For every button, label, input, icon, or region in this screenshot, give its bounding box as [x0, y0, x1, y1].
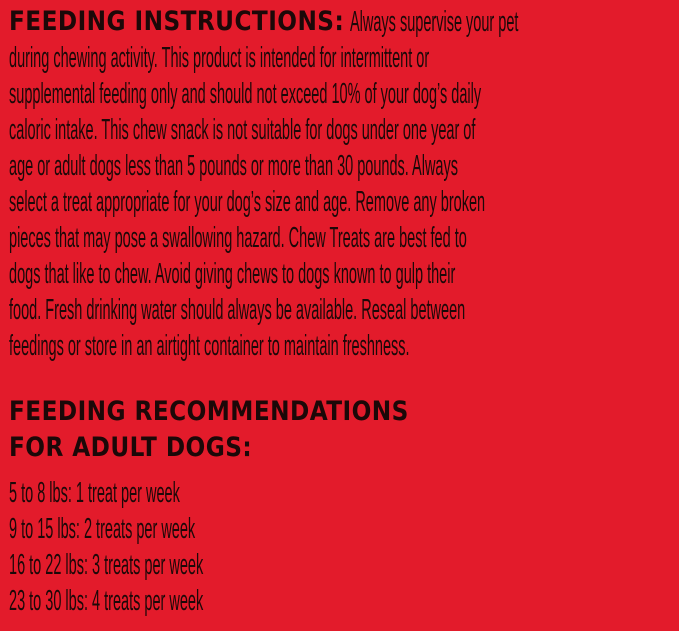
- instructions-text-line: supplemental feeding only and should not…: [9, 78, 482, 110]
- instructions-text-line: food. Fresh drinking water should always…: [9, 294, 466, 326]
- recommendations-heading-line: FOR ADULT DOGS:: [9, 432, 253, 463]
- recommendation-item: 9 to 15 lbs: 2 treats per week: [9, 513, 196, 545]
- instructions-text-line: select a treat appropriate for your dog’…: [9, 186, 486, 218]
- instructions-text-line: caloric intake. This chew snack is not s…: [9, 114, 476, 146]
- recommendation-item: 16 to 22 lbs: 3 treats per week: [9, 549, 204, 581]
- instructions-first-line: FEEDING INSTRUCTIONS:: [9, 4, 399, 40]
- instructions-text-line: age or adult dogs less than 5 pounds or …: [9, 150, 458, 182]
- instructions-text-line: feedings or store in an airtight contain…: [9, 330, 410, 362]
- feeding-instructions-heading: FEEDING INSTRUCTIONS:: [9, 6, 345, 37]
- instructions-text-line: dogs that like to chew. Avoid giving che…: [9, 258, 456, 290]
- instructions-text-line: during chewing activity. This product is…: [9, 42, 430, 74]
- instructions-text-line: Always supervise your pet: [350, 6, 519, 38]
- recommendations-heading-line: FEEDING RECOMMENDATIONS: [9, 396, 409, 427]
- recommendation-item: 5 to 8 lbs: 1 treat per week: [9, 477, 180, 509]
- instructions-text-line: pieces that may pose a swallowing hazard…: [9, 222, 467, 254]
- recommendation-item: 23 to 30 lbs: 4 treats per week: [9, 585, 204, 617]
